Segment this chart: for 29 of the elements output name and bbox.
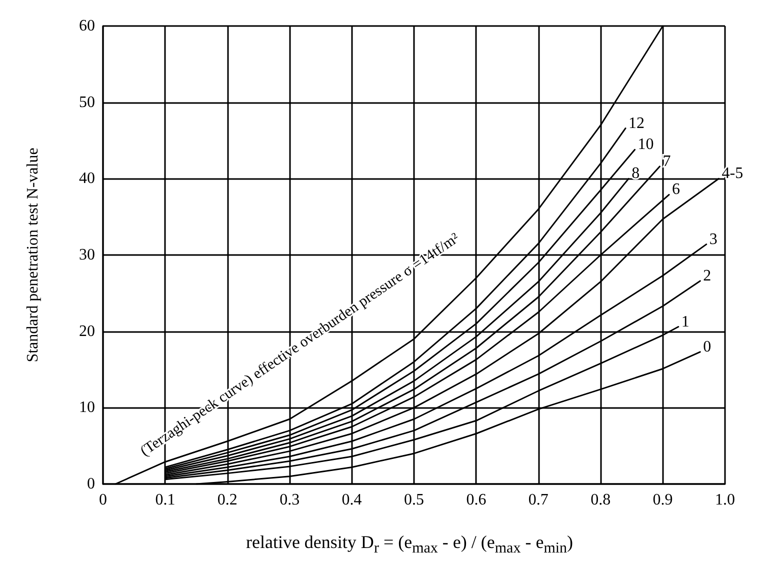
y-tick-label: 60 (79, 18, 95, 34)
series-label: 7 (662, 152, 671, 170)
y-tick-label: 10 (79, 399, 95, 416)
series-label: 10 (638, 136, 654, 154)
x-tick-label: 0.6 (466, 492, 486, 508)
x-tick-label: 1.0 (715, 492, 735, 508)
y-tick-label: 30 (79, 246, 95, 264)
series-label: 6 (672, 181, 680, 198)
series-label: 2 (703, 267, 712, 284)
x-tick-label: 0.4 (342, 492, 362, 508)
series-label: 3 (709, 230, 718, 248)
series-label: 12 (628, 114, 644, 132)
series-label: 8 (632, 165, 640, 182)
series-label: 0 (703, 338, 712, 356)
y-tick-label: 0 (87, 476, 95, 492)
x-tick-label: 0.1 (155, 492, 176, 508)
x-tick-label: 0.9 (652, 492, 673, 508)
x-tick-label: 0.8 (590, 492, 611, 508)
y-tick-label: 20 (79, 322, 95, 340)
y-axis-title: Standard penetration test N-value (24, 148, 42, 362)
x-tick-label: 0.3 (280, 492, 300, 508)
x-tick-label: 0.5 (404, 492, 424, 508)
y-tick-label: 50 (79, 94, 95, 111)
y-tick-label: 40 (79, 170, 95, 188)
x-tick-label: 0 (99, 492, 107, 508)
x-tick-label: 0.7 (528, 492, 548, 508)
series-label: 1 (681, 313, 690, 330)
text: relative density D$_{r}$ = (e$_{max}$ - e) / (e$_{max}$ - e$_{min}$) (246, 532, 574, 557)
x-tick-label: 0.2 (217, 492, 238, 508)
